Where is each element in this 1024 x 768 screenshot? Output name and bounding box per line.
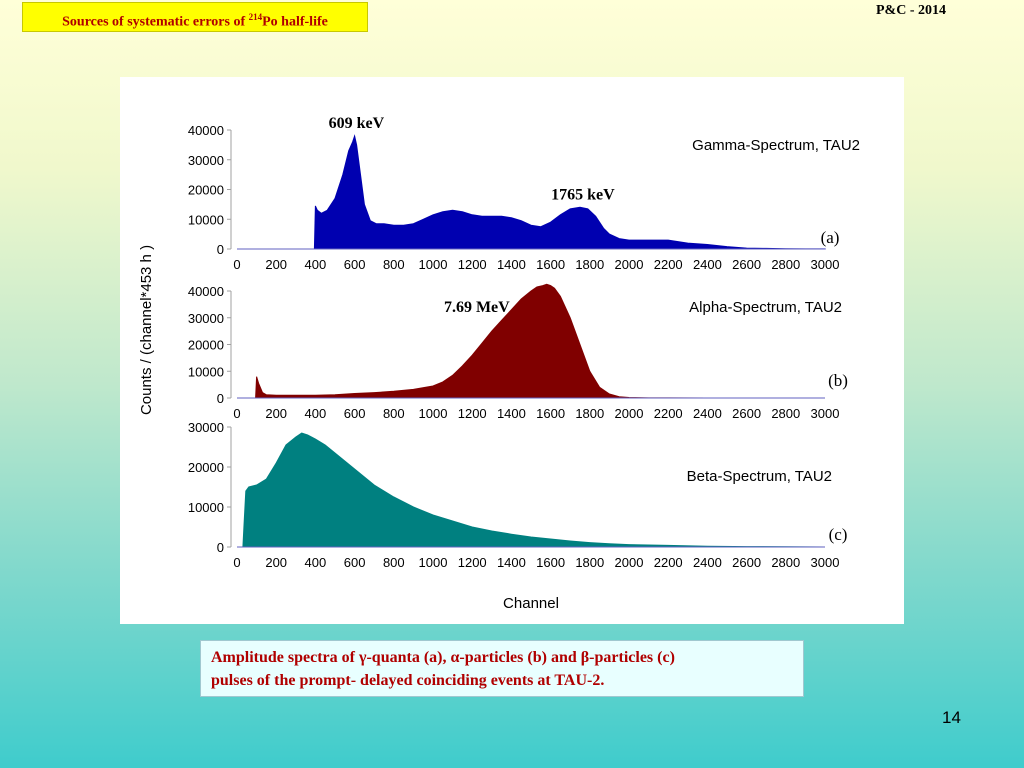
x-tick-label: 800	[383, 406, 405, 421]
spectrum-area-2	[237, 283, 825, 399]
spectra-chart: Counts / (channel*453 h ) 01000020000300…	[138, 115, 860, 612]
x-tick-label: 1400	[497, 257, 526, 272]
x-tick-label: 2400	[693, 555, 722, 570]
x-tick-label: 2000	[615, 555, 644, 570]
caption-line-1: Amplitude spectra of γ-quanta (a), α-par…	[211, 649, 675, 666]
x-tick-label: 800	[383, 555, 405, 570]
x-tick-label: 2000	[615, 257, 644, 272]
x-tick-label: 1400	[497, 406, 526, 421]
x-tick-label: 1800	[575, 257, 604, 272]
y-tick-label: 0	[217, 242, 224, 257]
shared-y-axis-label: Counts / (channel*453 h )	[138, 245, 155, 415]
spectrum-area-1	[237, 134, 826, 250]
x-tick-label: 1800	[575, 406, 604, 421]
chart-title-3: Beta-Spectrum, TAU2	[687, 468, 832, 485]
panel-label-3: (c)	[829, 525, 848, 544]
x-tick-label: 0	[233, 257, 240, 272]
x-tick-label: 200	[265, 555, 287, 570]
chart-title-1: Gamma-Spectrum, TAU2	[692, 137, 860, 154]
x-tick-label: 400	[305, 555, 327, 570]
x-tick-label: 1600	[536, 257, 565, 272]
slide-title-superscript: 214	[248, 12, 263, 22]
y-tick-label: 20000	[188, 183, 224, 198]
x-tick-label: 3000	[811, 555, 840, 570]
x-tick-label: 400	[305, 257, 327, 272]
x-tick-label: 2600	[732, 555, 761, 570]
x-tick-label: 200	[265, 257, 287, 272]
x-tick-label: 0	[233, 555, 240, 570]
panel-label-1: (a)	[821, 228, 840, 247]
y-tick-label: 0	[217, 391, 224, 406]
y-tick-label: 10000	[188, 500, 224, 515]
x-tick-label: 2400	[693, 257, 722, 272]
x-tick-label: 200	[265, 406, 287, 421]
x-tick-label: 800	[383, 257, 405, 272]
x-tick-label: 1200	[458, 257, 487, 272]
y-tick-label: 0	[217, 540, 224, 555]
x-tick-label: 2000	[615, 406, 644, 421]
y-tick-label: 10000	[188, 364, 224, 379]
x-tick-label: 2200	[654, 257, 683, 272]
x-tick-label: 1200	[458, 555, 487, 570]
x-axis-label: Channel	[503, 595, 559, 612]
page-number: 14	[942, 708, 961, 727]
x-tick-label: 1600	[536, 406, 565, 421]
x-tick-label: 400	[305, 406, 327, 421]
x-tick-label: 1000	[419, 257, 448, 272]
x-tick-label: 600	[344, 555, 366, 570]
slide-title-prefix: Sources of systematic errors of	[62, 14, 249, 30]
peak-annotation: 7.69 MeV	[444, 299, 510, 316]
header-right-label: P&C - 2014	[876, 3, 946, 18]
slide-title: Sources of systematic errors of 214Po ha…	[22, 2, 368, 32]
x-tick-label: 600	[344, 257, 366, 272]
chart-title-2: Alpha-Spectrum, TAU2	[689, 299, 842, 316]
x-tick-label: 1400	[497, 555, 526, 570]
x-tick-label: 2400	[693, 406, 722, 421]
y-tick-label: 20000	[188, 460, 224, 475]
x-tick-label: 2800	[771, 555, 800, 570]
peak-annotation: 609 keV	[329, 115, 385, 132]
y-tick-label: 30000	[188, 420, 224, 435]
x-tick-label: 1000	[419, 406, 448, 421]
x-tick-label: 0	[233, 406, 240, 421]
x-tick-label: 3000	[811, 257, 840, 272]
x-tick-label: 2800	[771, 406, 800, 421]
y-tick-label: 30000	[188, 311, 224, 326]
x-tick-label: 2200	[654, 406, 683, 421]
x-tick-label: 3000	[811, 406, 840, 421]
x-tick-label: 1200	[458, 406, 487, 421]
x-tick-label: 2800	[771, 257, 800, 272]
caption-line-2: pulses of the prompt- delayed coinciding…	[211, 672, 605, 689]
x-tick-label: 1000	[419, 555, 448, 570]
figure-caption: Amplitude spectra of γ-quanta (a), α-par…	[200, 640, 804, 697]
y-tick-label: 40000	[188, 123, 224, 138]
y-tick-label: 10000	[188, 212, 224, 227]
y-tick-label: 40000	[188, 284, 224, 299]
y-tick-label: 20000	[188, 338, 224, 353]
panel-label-2: (b)	[828, 371, 848, 390]
x-tick-label: 2200	[654, 555, 683, 570]
peak-annotation: 1765 keV	[551, 186, 615, 203]
x-tick-label: 2600	[732, 406, 761, 421]
x-tick-label: 2600	[732, 257, 761, 272]
spectra-figure: Counts / (channel*453 h ) 0 10000 20000 300…	[120, 77, 904, 624]
y-tick-label: 30000	[188, 153, 224, 168]
slide-title-suffix: Po half-life	[262, 14, 328, 30]
spectrum-area-3	[237, 432, 826, 548]
x-tick-label: 600	[344, 406, 366, 421]
x-tick-label: 1600	[536, 555, 565, 570]
x-tick-label: 1800	[575, 555, 604, 570]
